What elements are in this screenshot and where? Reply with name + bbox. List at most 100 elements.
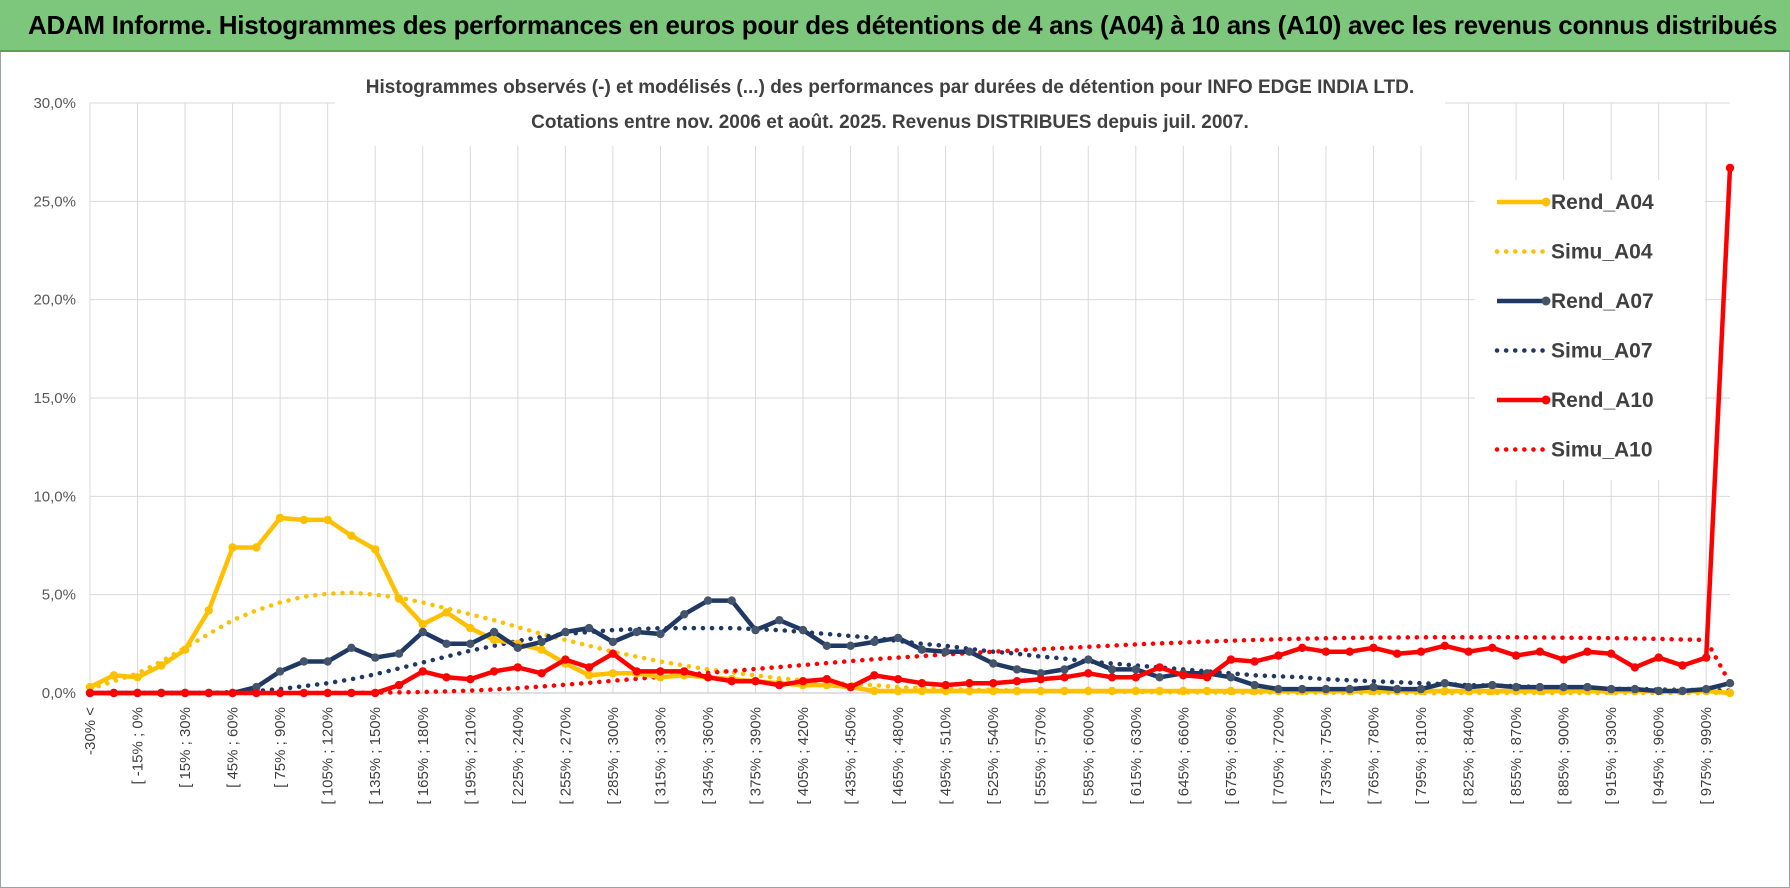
legend-label: Rend_A10 — [1551, 389, 1654, 412]
data-point — [775, 616, 784, 625]
data-point — [252, 543, 261, 552]
x-tick-label: [ 435% ; 450% — [843, 707, 860, 805]
series-Rend_A10 — [85, 163, 1735, 698]
x-tick-label: [ 525% ; 540% — [985, 707, 1002, 805]
legend-label: Simu_A10 — [1551, 439, 1653, 462]
data-point — [394, 680, 404, 690]
data-point — [846, 641, 855, 650]
data-point — [180, 645, 190, 654]
data-point — [371, 545, 380, 554]
data-point — [608, 649, 618, 658]
data-point — [1654, 653, 1663, 662]
x-tick-label: [ 375% ; 390% — [748, 707, 765, 805]
x-tick-label: [ 705% ; 720% — [1270, 707, 1287, 805]
legend-item: Rend_A10 — [1497, 389, 1654, 412]
legend: Rend_A04 Simu_A04 Rend_A07 Simu_A07 Rend_A10… — [1475, 180, 1705, 480]
data-point — [466, 675, 475, 684]
data-point — [371, 688, 380, 698]
data-point — [798, 625, 808, 635]
x-tick-label: [ 885% ; 900% — [1556, 707, 1573, 805]
data-point — [1702, 653, 1711, 662]
data-point — [1060, 686, 1069, 696]
data-point — [418, 620, 427, 629]
legend-item: Rend_A04 — [1497, 191, 1654, 214]
data-point — [513, 643, 522, 652]
data-point — [584, 623, 594, 633]
data-point — [727, 677, 736, 686]
data-point — [1084, 655, 1093, 664]
y-tick-label: 10,0% — [33, 488, 76, 505]
data-point — [275, 688, 285, 698]
data-point — [157, 688, 166, 698]
x-tick-label: [ 105% ; 120% — [320, 707, 337, 805]
data-point — [1488, 643, 1497, 652]
legend-item: Rend_A07 — [1497, 290, 1654, 313]
data-point — [751, 677, 760, 686]
data-point — [1416, 647, 1426, 656]
x-tick-label: [ 645% ; 660% — [1175, 707, 1192, 805]
data-point — [442, 673, 451, 682]
data-point — [537, 637, 546, 647]
legend-item: Simu_A04 — [1494, 241, 1653, 264]
data-point — [1678, 661, 1687, 670]
data-point — [228, 688, 237, 698]
data-point — [680, 610, 689, 619]
data-point — [1440, 679, 1450, 688]
data-point — [109, 688, 119, 698]
data-point — [537, 645, 546, 654]
data-point — [656, 629, 665, 639]
data-point — [1725, 163, 1735, 173]
data-point — [989, 659, 998, 668]
data-point — [299, 657, 309, 666]
x-tick-label: [ 735% ; 750% — [1318, 707, 1335, 805]
data-point — [1202, 673, 1212, 682]
data-point — [727, 596, 736, 605]
data-point — [1488, 680, 1497, 690]
data-point — [561, 655, 570, 664]
data-point — [941, 680, 950, 690]
data-point — [1036, 675, 1045, 684]
data-point — [1226, 686, 1236, 696]
data-point — [1131, 665, 1141, 674]
series-line — [90, 598, 1731, 696]
x-tick-label: [ 75% ; 90% — [272, 707, 289, 788]
y-tick-label: 15,0% — [33, 390, 76, 407]
x-tick-label: [ 255% ; 270% — [557, 707, 574, 805]
data-point — [466, 623, 475, 633]
x-tick-label: [ 165% ; 180% — [415, 707, 432, 805]
x-tick-label: [ 945% ; 960% — [1651, 707, 1668, 805]
data-point — [347, 688, 356, 698]
x-tick-label: [ 15% ; 30% — [177, 707, 194, 788]
data-point — [561, 627, 570, 637]
data-point — [1488, 686, 1497, 696]
x-tick-label: [ 495% ; 510% — [938, 707, 955, 805]
report-banner: ADAM Informe. Histogrammes des performan… — [0, 0, 1790, 52]
data-point — [1202, 686, 1212, 696]
data-point — [85, 688, 95, 698]
data-point — [1440, 641, 1450, 650]
data-point — [870, 637, 879, 647]
data-point — [204, 606, 213, 615]
data-point — [1559, 682, 1568, 692]
data-point — [1012, 686, 1022, 696]
data-point — [1393, 684, 1402, 694]
data-point — [489, 627, 499, 637]
data-point — [870, 686, 879, 696]
series-lines — [85, 163, 1735, 698]
x-tick-label: [ 975% ; 990% — [1698, 707, 1715, 805]
y-tick-label: 20,0% — [33, 292, 76, 309]
data-point — [228, 543, 237, 552]
data-point — [1416, 684, 1426, 694]
series-Rend_A04 — [85, 513, 1735, 698]
data-point — [1464, 647, 1473, 656]
data-point — [917, 679, 927, 688]
legend-marker — [1541, 197, 1551, 207]
data-point — [584, 663, 594, 672]
data-point — [1107, 665, 1117, 674]
data-point — [418, 667, 427, 676]
data-point — [1107, 673, 1117, 682]
data-point — [1345, 684, 1354, 694]
data-point — [1440, 686, 1450, 696]
data-point — [941, 647, 950, 656]
data-point — [1369, 643, 1378, 652]
